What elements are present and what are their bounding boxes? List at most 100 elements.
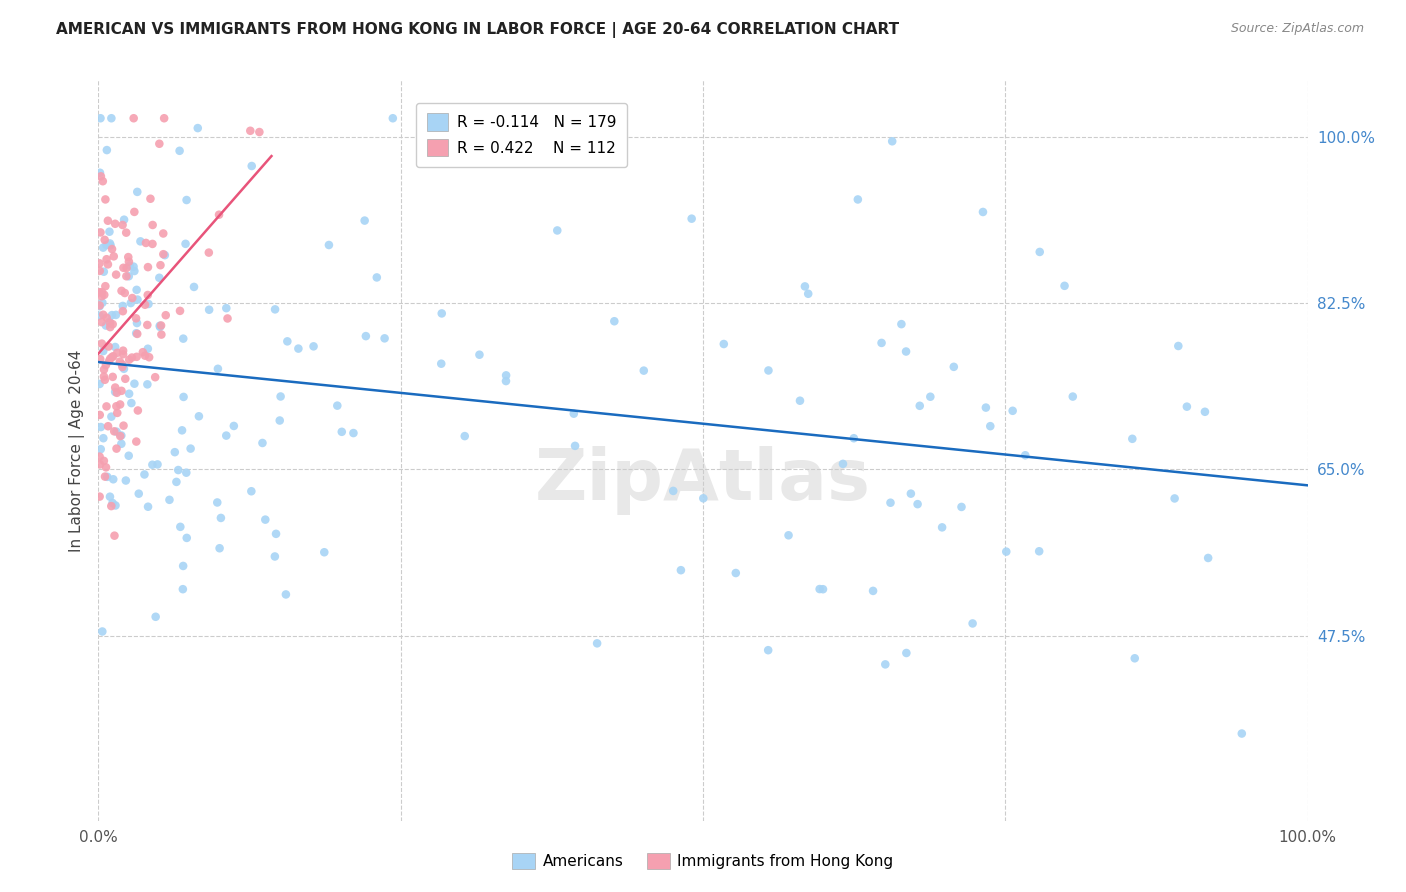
Immigrants from Hong Kong (148, 136, 170, 151)
Americans (222, 419, 245, 434)
Americans (900, 486, 922, 500)
Immigrants from Hong Kong (96, 252, 118, 267)
Americans (907, 497, 929, 511)
Americans (170, 423, 193, 437)
Immigrants from Hong Kong (110, 429, 132, 443)
Immigrants from Hong Kong (96, 310, 118, 325)
Americans (314, 545, 336, 559)
Immigrants from Hong Kong (134, 298, 156, 312)
Americans (98, 315, 121, 329)
Americans (879, 496, 901, 510)
Americans (176, 466, 198, 480)
Immigrants from Hong Kong (247, 125, 270, 139)
Americans (846, 193, 869, 207)
Immigrants from Hong Kong (125, 434, 148, 449)
Immigrants from Hong Kong (98, 316, 121, 330)
Americans (942, 359, 965, 374)
Immigrants from Hong Kong (101, 350, 124, 364)
Immigrants from Hong Kong (90, 315, 112, 329)
Americans (832, 457, 855, 471)
Americans (125, 283, 148, 297)
Immigrants from Hong Kong (108, 354, 131, 368)
Americans (972, 205, 994, 219)
Immigrants from Hong Kong (94, 358, 117, 372)
Immigrants from Hong Kong (94, 460, 117, 475)
Americans (136, 377, 159, 392)
Immigrants from Hong Kong (90, 285, 112, 299)
Immigrants from Hong Kong (93, 369, 115, 384)
Americans (586, 636, 609, 650)
Americans (381, 112, 404, 126)
Americans (546, 223, 568, 237)
Americans (100, 238, 122, 252)
Immigrants from Hong Kong (138, 350, 160, 364)
Americans (89, 166, 111, 180)
Immigrants from Hong Kong (105, 406, 128, 420)
Immigrants from Hong Kong (89, 264, 111, 278)
Immigrants from Hong Kong (115, 226, 138, 240)
Americans (104, 499, 127, 513)
Americans (454, 429, 477, 443)
Americans (276, 334, 298, 349)
Americans (96, 238, 118, 252)
Americans (264, 526, 287, 541)
Americans (1001, 404, 1024, 418)
Immigrants from Hong Kong (125, 311, 148, 326)
Americans (468, 348, 491, 362)
Americans (374, 331, 396, 345)
Americans (875, 657, 897, 672)
Immigrants from Hong Kong (136, 318, 159, 332)
Americans (882, 134, 904, 148)
Americans (208, 541, 231, 556)
Americans (1121, 432, 1143, 446)
Americans (91, 624, 114, 639)
Immigrants from Hong Kong (89, 256, 111, 270)
Immigrants from Hong Kong (89, 352, 111, 367)
Immigrants from Hong Kong (103, 425, 125, 439)
Americans (172, 332, 194, 346)
Americans (254, 513, 277, 527)
Immigrants from Hong Kong (111, 359, 134, 374)
Americans (240, 159, 263, 173)
Americans (176, 531, 198, 545)
Americans (93, 265, 115, 279)
Americans (633, 363, 655, 377)
Immigrants from Hong Kong (150, 318, 173, 333)
Immigrants from Hong Kong (127, 326, 149, 341)
Immigrants from Hong Kong (136, 288, 159, 302)
Americans (789, 393, 811, 408)
Immigrants from Hong Kong (115, 260, 138, 275)
Americans (896, 646, 918, 660)
Immigrants from Hong Kong (98, 351, 121, 366)
Americans (842, 431, 865, 445)
Americans (908, 399, 931, 413)
Immigrants from Hong Kong (152, 227, 174, 241)
Immigrants from Hong Kong (117, 250, 139, 264)
Immigrants from Hong Kong (101, 369, 124, 384)
Americans (187, 409, 209, 424)
Americans (165, 475, 187, 489)
Immigrants from Hong Kong (89, 408, 111, 422)
Americans (98, 236, 121, 251)
Americans (105, 425, 128, 439)
Americans (96, 470, 118, 484)
Immigrants from Hong Kong (121, 351, 143, 365)
Immigrants from Hong Kong (90, 289, 112, 303)
Americans (692, 491, 714, 506)
Americans (1028, 244, 1050, 259)
Americans (215, 428, 238, 442)
Americans (118, 449, 141, 463)
Americans (111, 299, 134, 313)
Americans (124, 264, 146, 278)
Immigrants from Hong Kong (114, 372, 136, 386)
Immigrants from Hong Kong (94, 373, 117, 387)
Immigrants from Hong Kong (134, 349, 156, 363)
Americans (495, 368, 517, 383)
Americans (89, 112, 111, 126)
Immigrants from Hong Kong (105, 442, 128, 456)
Legend: R = -0.114   N = 179, R = 0.422    N = 112: R = -0.114 N = 179, R = 0.422 N = 112 (416, 103, 627, 167)
Americans (103, 472, 125, 486)
Immigrants from Hong Kong (169, 304, 191, 318)
Americans (98, 490, 121, 504)
Americans (159, 492, 181, 507)
